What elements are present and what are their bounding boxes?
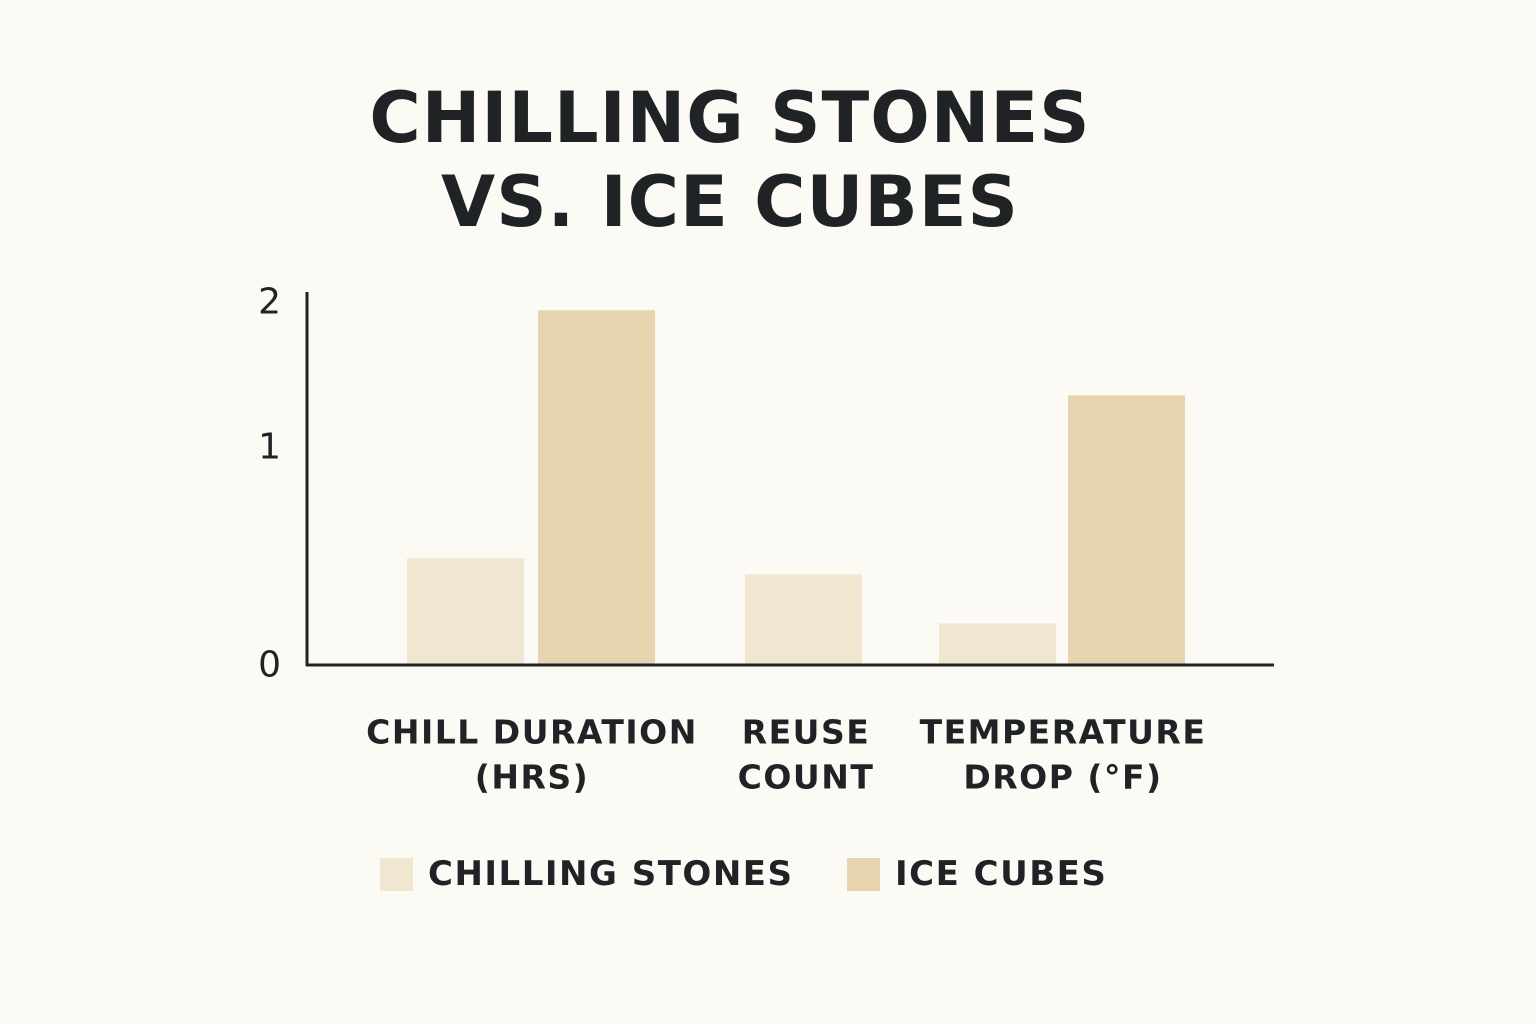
bar-chilling-stones-1 — [745, 574, 862, 665]
bar-ice-cubes-2 — [1068, 395, 1185, 665]
bar-ice-cubes-0 — [538, 310, 655, 665]
chart-title-line-2: VS. ICE CUBES — [441, 161, 1019, 243]
x-category-label-2-line-0: TEMPERATURE — [920, 713, 1207, 752]
chart-title-line-1: CHILLING STONES — [369, 77, 1091, 159]
x-category-label-0-line-0: CHILL DURATION — [366, 713, 698, 752]
legend-item-chilling-stones: CHILLING STONES — [380, 854, 794, 894]
legend-swatch-ice-cubes — [847, 857, 880, 891]
legend-label-chilling-stones: CHILLING STONES — [428, 854, 794, 894]
bar-chilling-stones-0 — [407, 558, 524, 665]
bar-chilling-stones-2 — [939, 623, 1056, 665]
legend-item-ice-cubes: ICE CUBES — [847, 854, 1107, 894]
x-category-label-1-line-0: REUSE — [742, 713, 871, 752]
x-category-label-2-line-1: DROP (°F) — [963, 758, 1162, 797]
legend-label-ice-cubes: ICE CUBES — [895, 854, 1108, 894]
y-tick-label-0: 0 — [258, 645, 281, 686]
y-tick-label-2: 2 — [258, 282, 281, 323]
legend-swatch-chilling-stones — [380, 857, 413, 891]
x-category-label-1-line-1: COUNT — [738, 758, 875, 797]
x-category-label-0-line-1: (HRS) — [475, 758, 589, 797]
y-tick-label-1: 1 — [258, 427, 281, 468]
